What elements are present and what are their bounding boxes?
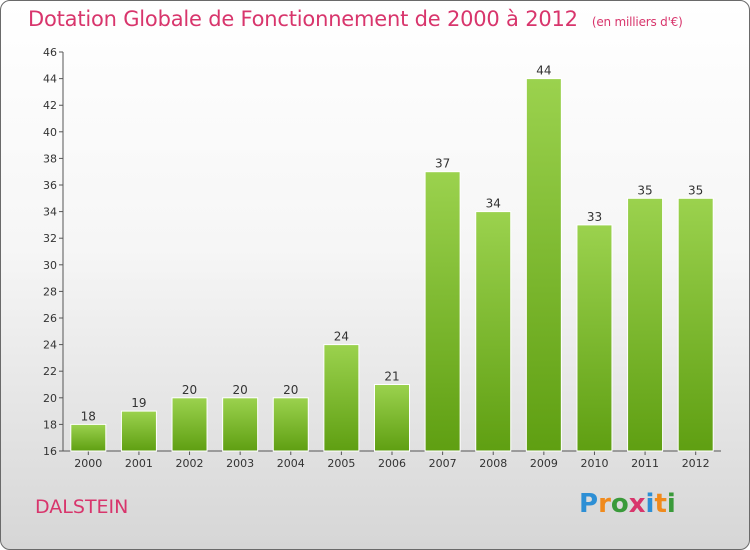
x-tick-label: 2007 xyxy=(429,457,457,470)
logo-letter: i xyxy=(645,489,655,519)
y-tick-label: 28 xyxy=(43,285,57,298)
bar xyxy=(222,397,259,452)
x-tick-label: 2004 xyxy=(277,457,305,470)
data-label: 18 xyxy=(81,409,96,423)
chart-title: Dotation Globale de Fonctionnement de 20… xyxy=(28,7,683,31)
y-tick-label: 44 xyxy=(43,73,57,86)
x-tick-label: 2009 xyxy=(530,457,558,470)
bar xyxy=(525,78,562,452)
logo-letter: t xyxy=(654,489,667,519)
chart-title-text: Dotation Globale de Fonctionnement de 20… xyxy=(28,7,578,31)
y-tick-label: 34 xyxy=(43,206,57,219)
value-labels: 18 19 20 20 20 24 21 37 34 44 33 35 35 xyxy=(81,64,704,424)
logo-letter: r xyxy=(598,489,611,519)
y-tick-label: 42 xyxy=(43,99,57,112)
x-tick-label: 2010 xyxy=(580,457,608,470)
y-tick-label: 30 xyxy=(43,259,57,272)
y-tick-label: 22 xyxy=(43,365,57,378)
data-label: 24 xyxy=(334,330,349,344)
y-tick-label: 32 xyxy=(43,232,57,245)
y-tick-label: 18 xyxy=(43,418,57,431)
logo-letter: x xyxy=(628,489,646,519)
bars xyxy=(70,78,714,452)
data-label: 20 xyxy=(182,383,197,397)
x-tick-label: 2012 xyxy=(682,457,710,470)
y-tick-label: 16 xyxy=(43,445,57,458)
bar xyxy=(576,224,613,452)
bar xyxy=(424,171,461,452)
proxiti-logo: Proxiti xyxy=(579,489,676,519)
x-tick-label: 2011 xyxy=(631,457,659,470)
data-label: 20 xyxy=(283,383,298,397)
logo-letter: i xyxy=(666,489,676,519)
data-label: 34 xyxy=(486,197,501,211)
y-tick-label: 46 xyxy=(43,46,57,59)
x-tick-label: 2008 xyxy=(479,457,507,470)
bar xyxy=(627,197,664,452)
x-tick-label: 2003 xyxy=(226,457,254,470)
x-tick-label: 2002 xyxy=(176,457,204,470)
x-tick-label: 2005 xyxy=(327,457,355,470)
bar xyxy=(677,197,714,452)
logo-letter: o xyxy=(610,489,629,519)
data-label: 33 xyxy=(587,210,602,224)
y-axis: 16 18 20 22 24 26 28 30 32 34 36 38 40 42 44 46 xyxy=(43,46,64,458)
y-tick-label: 26 xyxy=(43,312,57,325)
bar xyxy=(475,211,512,452)
x-tick-label: 2001 xyxy=(125,457,153,470)
data-label: 35 xyxy=(688,183,703,197)
data-label: 35 xyxy=(637,183,652,197)
data-label: 19 xyxy=(131,396,146,410)
logo-letter: P xyxy=(579,489,599,519)
data-label: 20 xyxy=(233,383,248,397)
y-tick-label: 20 xyxy=(43,392,57,405)
y-tick-label: 40 xyxy=(43,126,57,139)
commune-name: DALSTEIN xyxy=(35,496,129,518)
data-label: 44 xyxy=(536,64,551,78)
bar xyxy=(120,410,157,452)
bar xyxy=(323,344,360,452)
y-tick-label: 38 xyxy=(43,152,57,165)
chart-subtitle: (en milliers d'€) xyxy=(591,15,683,29)
data-label: 37 xyxy=(435,157,450,171)
x-tick-label: 2000 xyxy=(74,457,102,470)
data-label: 21 xyxy=(384,370,399,384)
bar xyxy=(70,423,107,452)
x-axis: 2000 2001 2002 2003 2004 2005 2006 2007 2008 2009… xyxy=(63,450,721,470)
y-tick-label: 36 xyxy=(43,179,57,192)
y-tick-label: 24 xyxy=(43,339,57,352)
bar xyxy=(272,397,309,452)
bar xyxy=(171,397,208,452)
bar xyxy=(374,384,410,452)
x-tick-label: 2006 xyxy=(378,457,406,470)
